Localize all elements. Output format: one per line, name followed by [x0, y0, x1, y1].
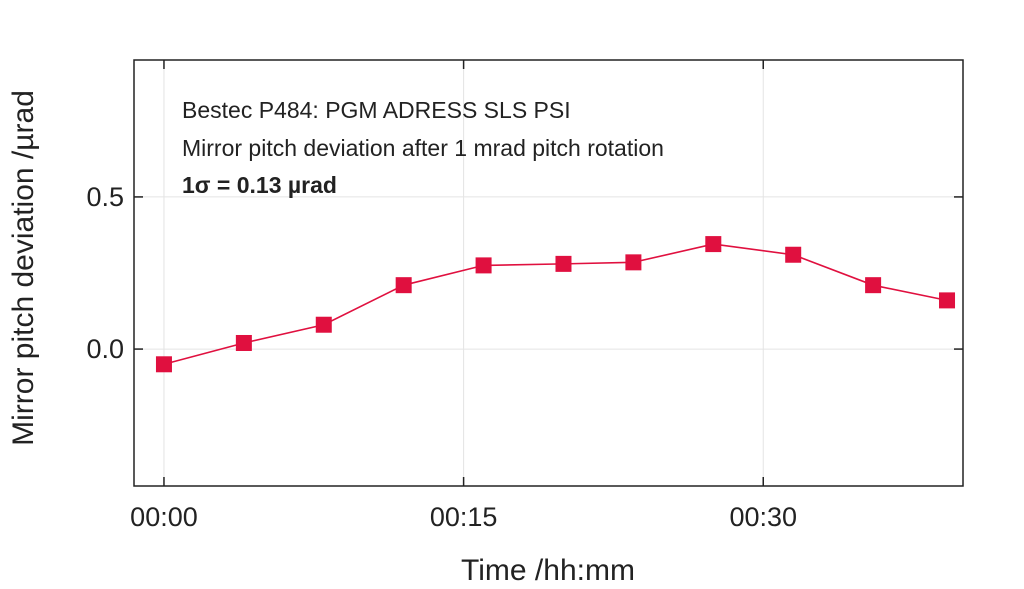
- data-point: [625, 254, 642, 271]
- x-tick-label: 00:00: [130, 502, 198, 532]
- plot-area: [133, 59, 964, 487]
- data-point: [705, 236, 722, 253]
- tick-labels: 00:00 00:15 00:30 0.0 0.5: [86, 182, 797, 532]
- data-point: [155, 356, 172, 373]
- data-series: [155, 236, 956, 373]
- data-point: [235, 334, 252, 351]
- x-axis-title: Time /hh:mm: [461, 554, 635, 587]
- y-tick-label: 0.5: [86, 182, 124, 212]
- data-point: [939, 292, 956, 309]
- data-point: [785, 246, 802, 263]
- annotation-sigma: 1σ = 0.13 µrad: [182, 172, 337, 198]
- data-point: [395, 277, 412, 294]
- y-tick-label: 0.0: [86, 334, 124, 364]
- x-tick-label: 00:30: [729, 502, 797, 532]
- axis-ticks: [134, 60, 963, 486]
- x-tick-label: 00:15: [430, 502, 498, 532]
- data-point: [475, 257, 492, 274]
- annotation-subtitle: Mirror pitch deviation after 1 mrad pitc…: [182, 135, 664, 161]
- y-axis-title: Mirror pitch deviation /µrad: [7, 90, 40, 446]
- data-point: [865, 277, 882, 294]
- data-point: [555, 255, 572, 272]
- annotation-title: Bestec P484: PGM ADRESS SLS PSI: [182, 97, 571, 123]
- data-point: [315, 316, 332, 333]
- grid-lines: [134, 60, 963, 486]
